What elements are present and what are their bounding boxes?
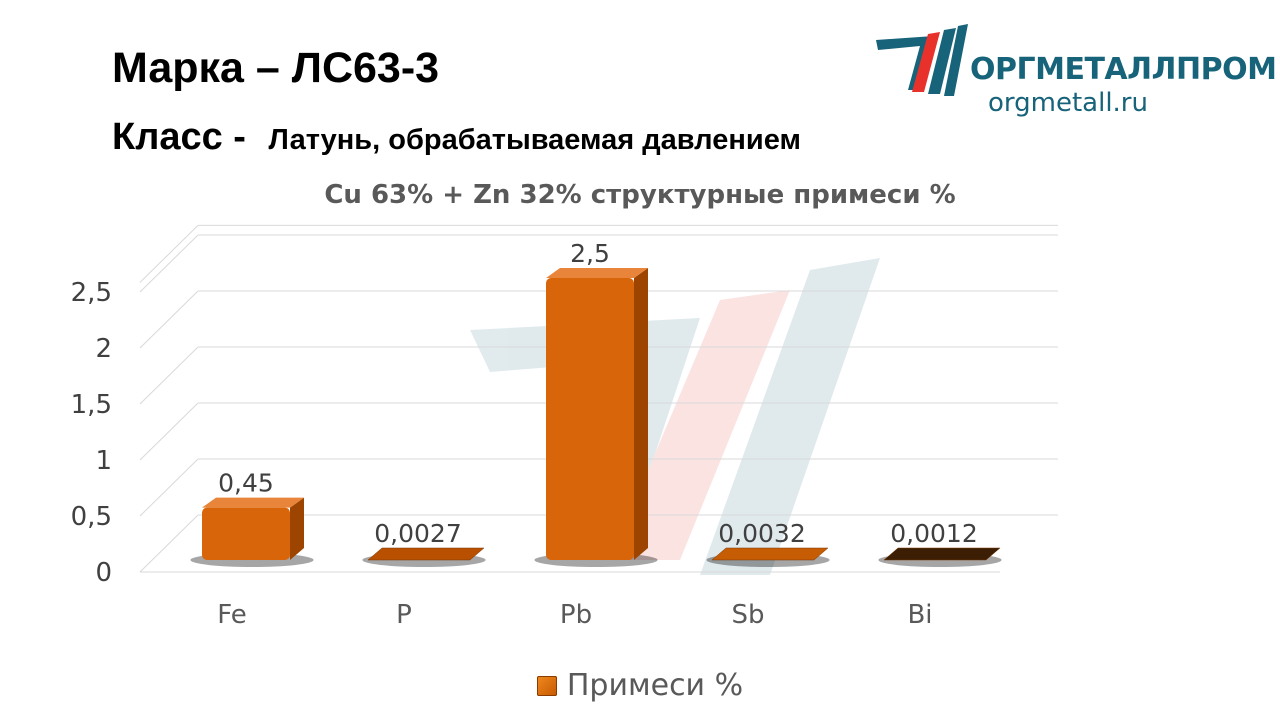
bar-side xyxy=(634,268,648,560)
x-tick-label: Fe xyxy=(217,600,247,630)
page-title: Марка – ЛС63-3 xyxy=(112,44,439,93)
gridline-depth xyxy=(139,225,199,283)
data-label: 0,0027 xyxy=(374,519,461,548)
logo-name: ОРГМЕТАЛЛПРОМ xyxy=(970,52,1277,87)
gridline-depth xyxy=(139,346,199,405)
gridline-depth xyxy=(139,514,199,573)
y-tick-label: 0 xyxy=(95,558,112,588)
y-tick-label: 1,5 xyxy=(71,390,112,420)
bar xyxy=(202,507,290,560)
x-tick-label: Pb xyxy=(560,600,592,630)
bar-top xyxy=(546,268,648,278)
gridline-depth xyxy=(139,402,199,461)
company-logo[interactable]: ОРГМЕТАЛЛПРОМ orgmetall.ru xyxy=(874,16,1277,120)
logo-url[interactable]: orgmetall.ru xyxy=(988,88,1148,118)
logo-stripes-icon xyxy=(876,24,968,96)
x-tick-label: P xyxy=(396,600,412,630)
x-tick-label: Bi xyxy=(907,600,932,630)
data-label: 0,45 xyxy=(218,469,274,498)
logo-watermark-icon xyxy=(470,258,880,575)
bar-side xyxy=(290,497,304,560)
class-label: Класс - xyxy=(112,116,246,158)
grade-dash: – xyxy=(255,44,280,92)
y-tick-label: 2 xyxy=(95,334,112,364)
grade-label: Марка xyxy=(112,44,244,92)
gridline-depth xyxy=(139,234,199,293)
grade-value: ЛС63-3 xyxy=(291,44,440,92)
bar xyxy=(883,547,1001,561)
data-label: 0,0012 xyxy=(890,519,977,548)
y-tick-label: 1 xyxy=(95,446,112,476)
data-label: 2,5 xyxy=(570,239,610,268)
data-label: 0,0032 xyxy=(718,519,805,548)
class-value: Латунь, обрабатываемая давлением xyxy=(268,124,801,156)
legend-label: Примеси % xyxy=(566,668,744,703)
y-tick-label: 2,5 xyxy=(71,278,112,308)
bar xyxy=(546,278,634,560)
gridline-depth xyxy=(139,458,199,517)
bar xyxy=(711,547,829,561)
x-tick-label: Sb xyxy=(731,600,764,630)
bar xyxy=(367,547,485,561)
y-tick-label: 0,5 xyxy=(71,502,112,532)
chart-legend: Примеси % xyxy=(0,668,1280,703)
legend-swatch xyxy=(536,676,557,696)
gridline-depth xyxy=(139,290,199,349)
chart-title: Cu 63% + Zn 32% структурные примеси % xyxy=(324,180,956,210)
bar-top xyxy=(202,497,304,508)
class-line: Класс - Латунь, обрабатываемая давлением xyxy=(112,116,801,159)
